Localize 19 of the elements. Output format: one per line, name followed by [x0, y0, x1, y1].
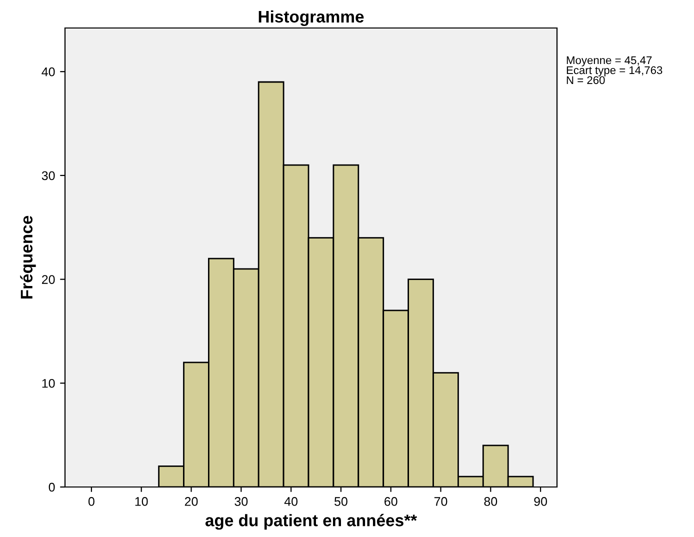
x-tick-label: 90	[534, 497, 547, 506]
y-tick-label: 30	[42, 171, 55, 180]
x-axis-title: age du patient en années**	[205, 514, 418, 530]
y-tick-label: 10	[42, 378, 55, 388]
x-tick-label: 0	[88, 497, 94, 506]
y-tick-label: 0	[48, 482, 55, 492]
text: Moyenne = 45,47 Ecart type = 14,763 N = 260	[566, 56, 662, 84]
x-tick-label: 80	[484, 497, 498, 506]
x-tick-label: 30	[234, 497, 248, 506]
x-tick-label: 40	[284, 497, 298, 506]
x-tick-label: 50	[334, 497, 348, 506]
y-tick-label: 40	[42, 67, 55, 76]
x-tick-label: 70	[434, 497, 448, 506]
x-tick-label: 10	[135, 497, 148, 506]
x-tick-label: 60	[384, 497, 398, 506]
y-tick-label: 20	[42, 275, 55, 284]
chart-title: Histogramme	[258, 10, 364, 26]
x-tick-label: 20	[184, 497, 198, 506]
y-axis-title: Fréquence	[20, 216, 36, 299]
